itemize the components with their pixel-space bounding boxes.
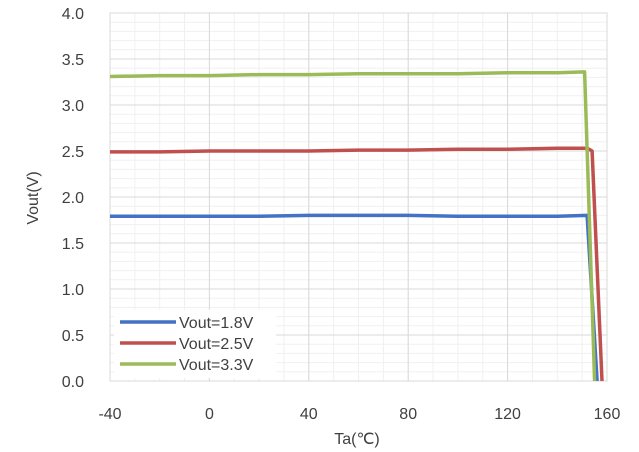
y-tick-label: 4.0: [62, 6, 84, 23]
x-axis-title: Ta(℃): [334, 431, 380, 448]
series-lines: [109, 70, 604, 382]
legend: Vout=1.8V Vout=2.5V Vout=3.3V: [114, 310, 276, 378]
x-tick-label: 120: [494, 406, 521, 423]
y-tick-label: 3.5: [62, 52, 84, 69]
y-axis-tick-labels: 0.0 0.5 1.0 1.5 2.0 2.5 3.0 3.5 4.0: [62, 6, 84, 391]
x-tick-label: 0: [205, 406, 214, 423]
x-tick-label: 40: [300, 406, 318, 423]
x-axis-tick-labels: -40 0 40 80 120 160: [98, 406, 620, 423]
legend-label: Vout=1.8V: [179, 315, 254, 332]
y-axis-title: Vout(V): [25, 171, 42, 224]
series-line-1: [110, 213, 599, 382]
x-tick-label: 160: [594, 406, 621, 423]
y-tick-label: 1.5: [62, 236, 84, 253]
x-tick-label: -40: [98, 406, 121, 423]
y-tick-label: 2.0: [62, 190, 84, 207]
y-tick-label: 1.0: [62, 282, 84, 299]
y-tick-label: 0.5: [62, 328, 84, 345]
series-line-3: [109, 70, 597, 382]
y-tick-label: 0.0: [62, 374, 84, 391]
y-tick-label: 2.5: [62, 144, 84, 161]
y-tick-label: 3.0: [62, 98, 84, 115]
legend-label: Vout=2.5V: [179, 336, 254, 353]
legend-label: Vout=3.3V: [179, 357, 254, 374]
x-tick-label: 80: [399, 406, 417, 423]
plot-area-border: [109, 12, 608, 382]
